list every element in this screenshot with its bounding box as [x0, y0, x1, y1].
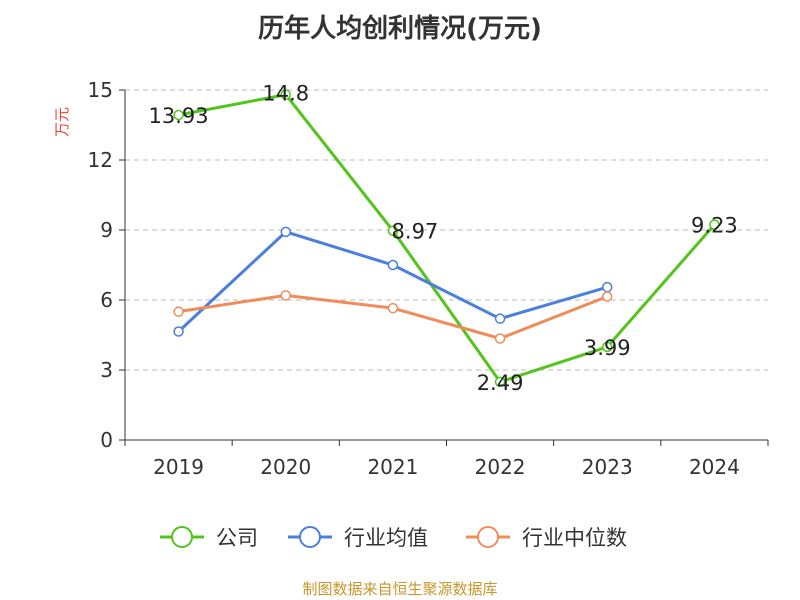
- y-tick-label: 15: [88, 78, 113, 102]
- y-tick-label: 6: [100, 288, 113, 312]
- series-line-0: [178, 93, 716, 384]
- y-tick-label: 0: [100, 428, 113, 452]
- x-tick-label: 2021: [367, 455, 418, 479]
- data-point: [494, 376, 506, 388]
- data-point: [602, 281, 613, 293]
- data-point: [280, 89, 291, 100]
- x-tick-label: 2024: [689, 455, 740, 479]
- legend: 公司 行业均值 行业中位数: [160, 526, 627, 550]
- data-point: [173, 109, 184, 121]
- y-tick-label: 9: [100, 218, 113, 242]
- data-label: 9.23: [691, 214, 738, 238]
- axes: 0 3 6 9 12 15 2019 2020 2021 2022 2023 2024 万元: [53, 78, 769, 479]
- data-point: [387, 225, 399, 236]
- data-point: [173, 306, 184, 317]
- grid-lines: [125, 89, 768, 371]
- data-point: [387, 259, 399, 271]
- y-tick-label: 12: [88, 148, 113, 172]
- legend-marker-2: [477, 526, 499, 548]
- legend-label-1: 行业均值: [344, 526, 428, 550]
- legend-label-0: 公司: [216, 526, 258, 550]
- data-label: 13.93: [149, 104, 209, 128]
- series-lines: [173, 89, 720, 388]
- data-point: [387, 302, 399, 314]
- data-point: [602, 341, 613, 353]
- x-tick-label: 2020: [260, 455, 311, 479]
- chart-title: 历年人均创利情况(万元): [258, 14, 542, 44]
- data-point: [494, 333, 506, 344]
- x-tick-label: 2022: [475, 455, 526, 479]
- data-labels: 13.93 14.8 8.97 2.49 3.99 9.23: [149, 82, 738, 395]
- y-tick-label: 3: [100, 358, 113, 382]
- data-point: [280, 290, 291, 301]
- data-point: [173, 326, 184, 337]
- data-label: 14.8: [262, 82, 309, 106]
- data-point: [602, 291, 613, 302]
- data-label: 8.97: [392, 220, 439, 244]
- series-line-1: [177, 230, 608, 333]
- data-point: [280, 226, 291, 238]
- data-point: [494, 313, 506, 324]
- x-tick-label: 2023: [582, 455, 633, 479]
- legend-marker-0: [171, 526, 193, 548]
- series-line-2: [178, 293, 608, 340]
- y-axis-label: 万元: [53, 107, 71, 137]
- data-point: [709, 219, 720, 230]
- source-note: 制图数据来自恒生聚源数据库: [302, 580, 498, 598]
- legend-marker-1: [299, 526, 321, 548]
- data-label: 2.49: [477, 371, 524, 395]
- x-tick-label: 2019: [153, 455, 204, 479]
- legend-label-2: 行业中位数: [522, 526, 627, 550]
- data-label: 3.99: [584, 336, 631, 360]
